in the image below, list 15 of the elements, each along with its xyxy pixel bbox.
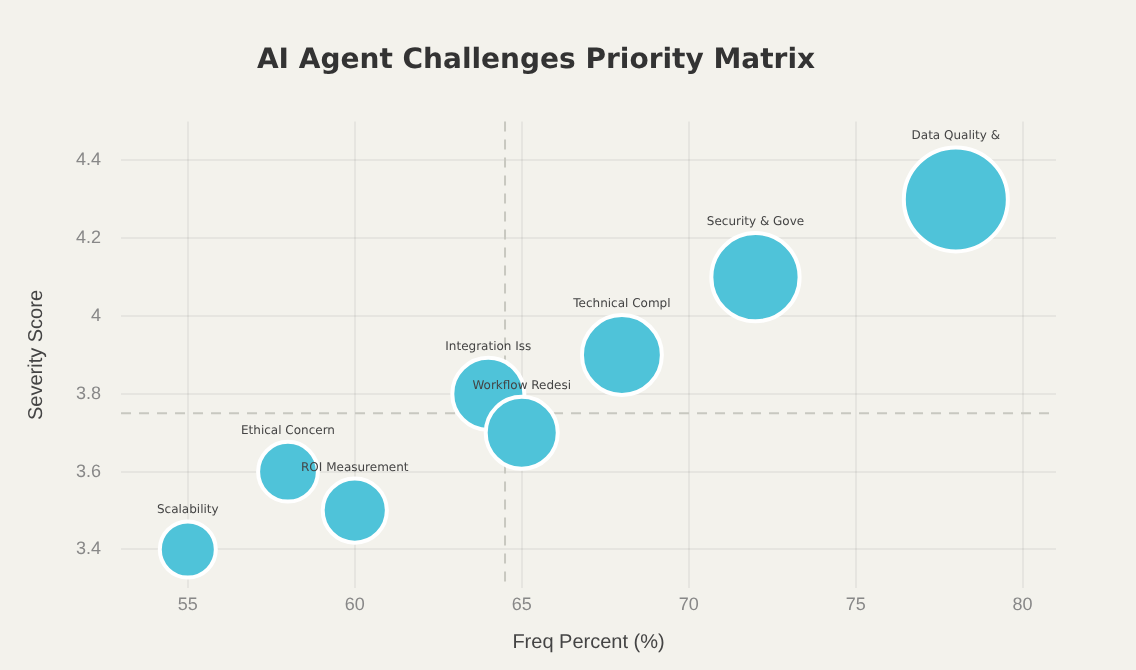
chart-title: AI Agent Challenges Priority Matrix	[256, 44, 816, 77]
x-tick-label: 55	[177, 594, 198, 615]
x-tick-label: 65	[511, 594, 532, 615]
x-axis-title: Freq Percent (%)	[512, 631, 665, 654]
y-tick-label: 4.2	[75, 227, 102, 248]
y-tick-label: 3.6	[75, 460, 102, 481]
y-tick-label: 3.8	[75, 382, 102, 403]
x-tick-label: 60	[344, 594, 365, 615]
y-tick-label: 4.4	[75, 149, 102, 170]
x-tick-label: 80	[1012, 594, 1033, 615]
x-tick-label: 75	[845, 594, 866, 615]
y-axis-title: Severity Score	[25, 289, 48, 421]
x-tick-label: 70	[678, 594, 699, 615]
y-tick-label: 4	[90, 305, 102, 326]
y-tick-label: 3.4	[75, 538, 102, 559]
